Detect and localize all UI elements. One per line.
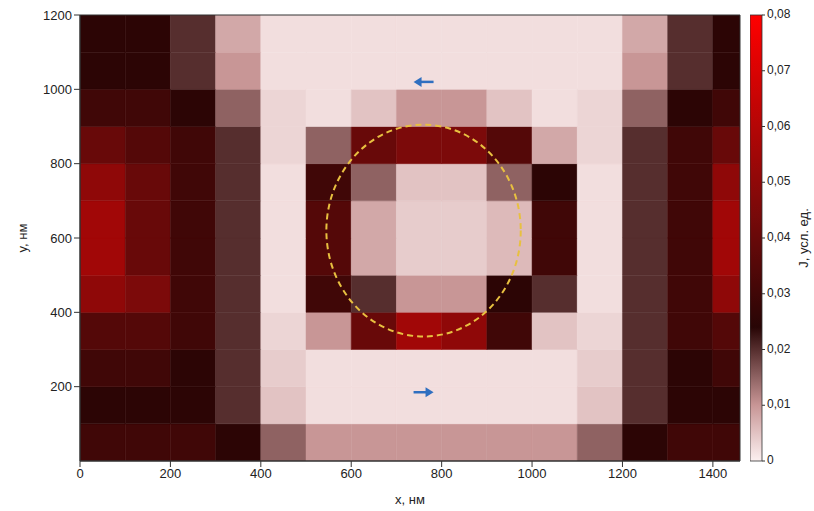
- svg-text:1000: 1000: [518, 466, 547, 481]
- svg-text:200: 200: [50, 379, 72, 394]
- svg-text:0,05: 0,05: [767, 174, 791, 188]
- svg-text:0,02: 0,02: [767, 342, 791, 356]
- svg-text:y, нм: y, нм: [15, 224, 30, 253]
- svg-text:0,01: 0,01: [767, 397, 791, 411]
- svg-text:200: 200: [160, 466, 182, 481]
- svg-text:0,03: 0,03: [767, 286, 791, 300]
- svg-text:400: 400: [250, 466, 272, 481]
- svg-text:0: 0: [76, 466, 83, 481]
- svg-text:800: 800: [431, 466, 453, 481]
- svg-text:1000: 1000: [43, 82, 72, 97]
- svg-text:600: 600: [340, 466, 362, 481]
- svg-text:0,07: 0,07: [767, 63, 791, 77]
- svg-text:0,04: 0,04: [767, 230, 791, 244]
- svg-text:J, усл. ед.: J, усл. ед.: [796, 208, 811, 268]
- svg-text:1200: 1200: [608, 466, 637, 481]
- svg-text:400: 400: [50, 305, 72, 320]
- svg-text:1200: 1200: [43, 8, 72, 23]
- svg-text:0,08: 0,08: [767, 7, 791, 21]
- svg-text:1400: 1400: [698, 466, 727, 481]
- svg-text:x, нм: x, нм: [395, 492, 425, 507]
- svg-text:0,06: 0,06: [767, 119, 791, 133]
- svg-text:0: 0: [767, 453, 774, 467]
- svg-text:600: 600: [50, 231, 72, 246]
- svg-text:800: 800: [50, 156, 72, 171]
